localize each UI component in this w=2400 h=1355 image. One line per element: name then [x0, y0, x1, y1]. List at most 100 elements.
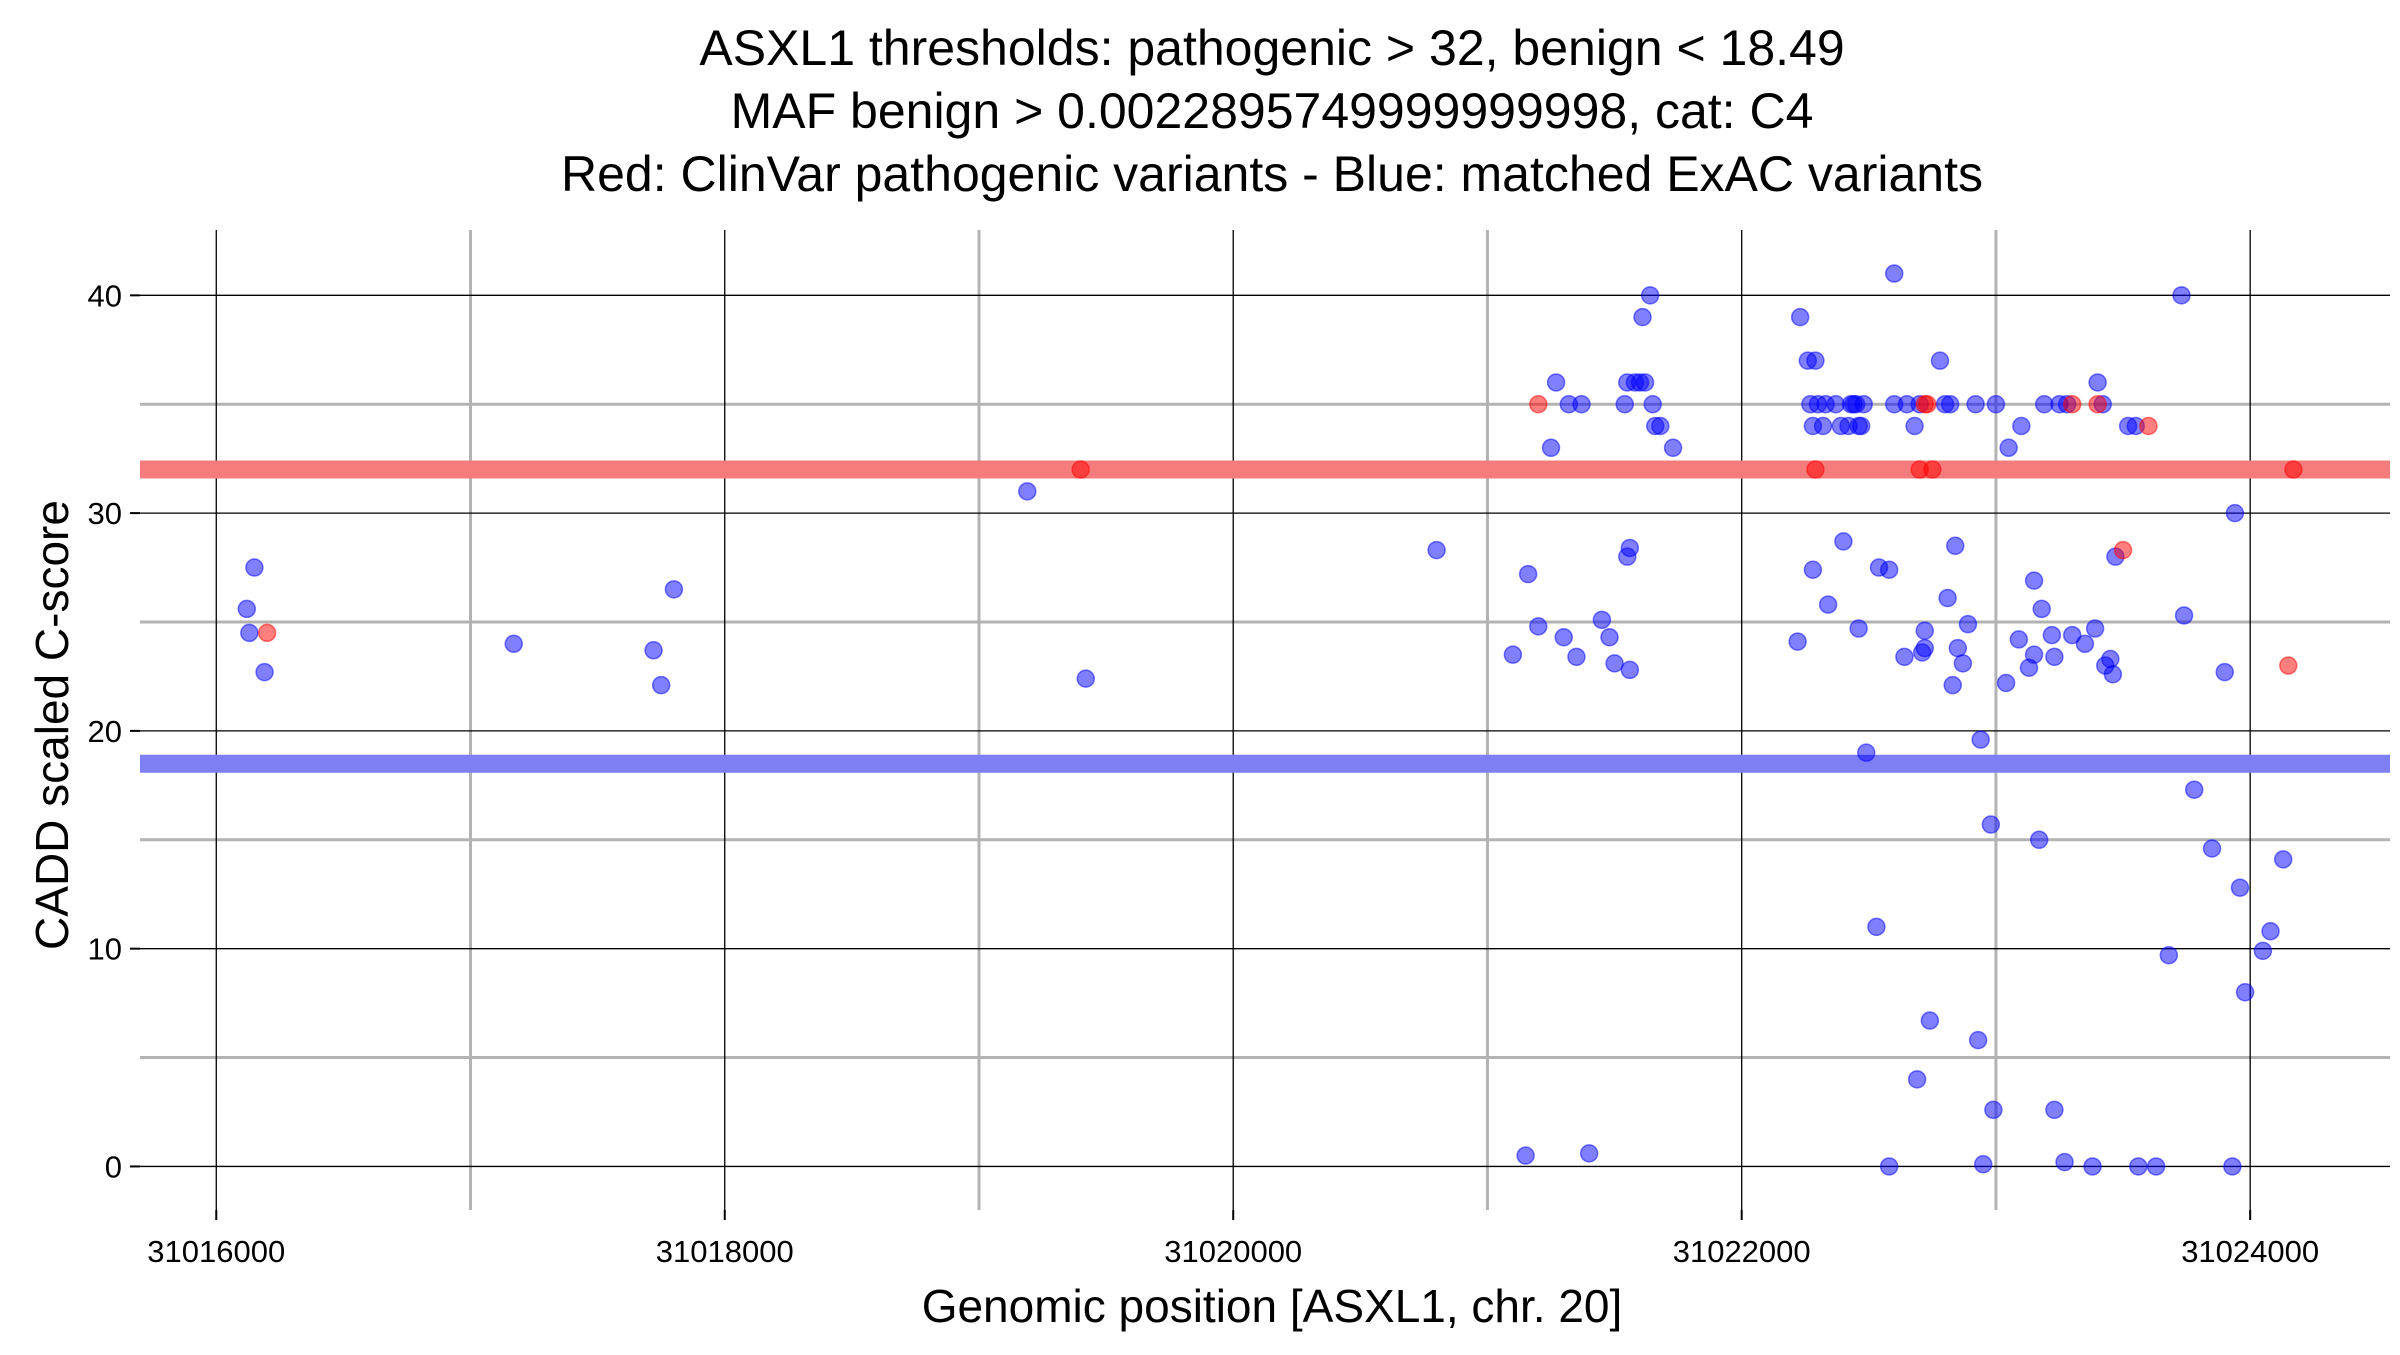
exac-point [1567, 647, 1586, 667]
exac-point [1946, 536, 1965, 556]
exac-point [2088, 373, 2107, 392]
exac-point [1958, 614, 1978, 634]
clinvar-point [1923, 460, 1942, 479]
clinvar-point [2062, 394, 2082, 414]
x-tick-label: 31020000 [1164, 1234, 1302, 1269]
exac-point [245, 558, 264, 577]
exac-point [1915, 638, 1934, 658]
exac-point [1427, 540, 1446, 560]
clinvar-point [1918, 394, 1937, 414]
exac-point [1615, 394, 1634, 414]
clinvar-point [1806, 460, 1825, 479]
exac-point [1857, 743, 1876, 762]
exac-point [1834, 532, 1853, 551]
exac-point [1633, 307, 1652, 327]
exac-point [255, 662, 274, 682]
exac-point [2034, 394, 2054, 414]
exac-point [2235, 982, 2255, 1002]
exac-point [1851, 416, 1871, 436]
exac-point [1813, 416, 1833, 436]
exac-point [1640, 286, 1660, 305]
exac-point [1818, 595, 1838, 614]
exac-point [1643, 394, 1662, 414]
exac-point [1920, 1011, 1940, 1030]
chart-title-line-2: MAF benign > 0.0022895749999999998, cat:… [731, 83, 1814, 139]
exac-point [2045, 1100, 2064, 1120]
clinvar-point [1071, 460, 1090, 479]
exac-point [1518, 564, 1538, 584]
exac-point [2129, 1157, 2148, 1176]
exac-point [1999, 438, 2018, 458]
exac-point [651, 675, 671, 695]
exac-point [1895, 647, 1914, 667]
exac-point [1905, 416, 1924, 436]
exac-point [1579, 1144, 1599, 1163]
y-tick-label: 30 [88, 496, 122, 531]
exac-point [1973, 1155, 1993, 1174]
exac-point [1790, 307, 1810, 327]
exac-point [2184, 780, 2204, 799]
exac-point [2085, 619, 2105, 638]
exac-point [2223, 1157, 2242, 1176]
exac-point [1907, 1070, 1927, 1089]
minor-gridlines [140, 230, 2390, 1210]
exac-point [2012, 416, 2031, 436]
exac-point [1966, 394, 1985, 414]
exac-point [2101, 649, 2120, 669]
x-tick-label: 31024000 [2181, 1234, 2319, 1269]
chart-title-line-1: ASXL1 thresholds: pathogenic > 32, benig… [699, 20, 1844, 76]
x-tick-label: 31016000 [147, 1234, 285, 1269]
clinvar-point [2139, 416, 2158, 436]
exac-point [1620, 660, 1640, 680]
y-tick-label: 40 [88, 278, 122, 313]
exac-point [1529, 617, 1548, 636]
exac-point [2032, 599, 2051, 619]
x-axis-label: Genomic position [ASXL1, chr. 20] [922, 1280, 1623, 1332]
exac-point [2230, 878, 2250, 897]
exac-point [1867, 917, 1886, 937]
exac-point [1663, 438, 1683, 458]
x-tick-label: 31018000 [656, 1234, 794, 1269]
clinvar-point [2113, 540, 2133, 560]
exac-point [1503, 645, 1523, 664]
exac-point [1996, 673, 2016, 693]
exac-point [2273, 850, 2293, 869]
exac-point [664, 580, 684, 599]
clinvar-point [2279, 656, 2298, 675]
exac-point [2083, 1157, 2102, 1176]
exac-point [1849, 619, 1868, 638]
y-axis-label: CADD scaled C-score [26, 500, 78, 950]
exac-point [1971, 730, 1990, 749]
exac-point [1635, 373, 1655, 392]
exac-point [2172, 286, 2191, 305]
exac-point [1948, 638, 1968, 658]
exac-point [2261, 921, 2280, 941]
axes: 0 10 20 30 40 31016000 31018000 31020000 3102200… [88, 278, 2320, 1269]
exac-point [2202, 839, 2222, 858]
exac-point [1554, 627, 1573, 647]
exac-point [2103, 665, 2123, 684]
exac-point [1605, 654, 1624, 673]
exac-point [2055, 1152, 2074, 1172]
exac-point [644, 641, 663, 660]
major-gridlines [140, 230, 2390, 1210]
exac-point [1806, 351, 1825, 370]
y-tick-label: 20 [88, 714, 122, 749]
exac-point [1953, 654, 1973, 673]
exac-point [1938, 588, 1957, 608]
exac-point [1788, 632, 1807, 651]
exac-point [1884, 264, 1904, 283]
exac-point [2062, 625, 2082, 645]
exac-point [1546, 373, 1566, 392]
exac-point [2024, 571, 2044, 590]
exac-point [1651, 416, 1670, 436]
exac-point [504, 634, 523, 654]
data-points [237, 264, 2303, 1176]
exac-point [1940, 394, 1960, 414]
exac-point [240, 623, 259, 643]
exac-point [2174, 606, 2194, 625]
exac-point [1541, 438, 1561, 458]
exac-point [2075, 634, 2095, 654]
